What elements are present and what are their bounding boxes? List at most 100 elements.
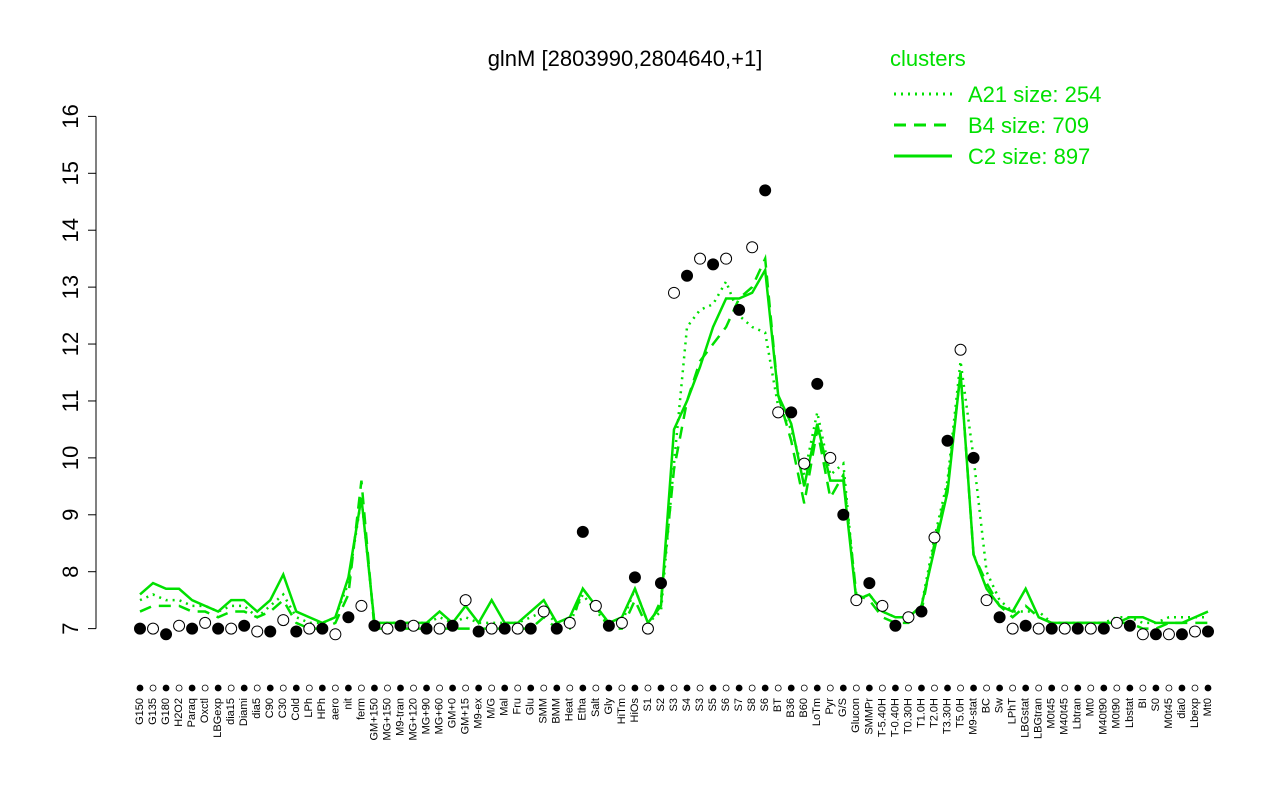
data-point	[863, 577, 876, 590]
rug-mark	[162, 684, 170, 692]
rug-mark	[579, 684, 587, 692]
x-tick-label: Mt0	[1085, 698, 1097, 716]
x-tick-label: Heat	[564, 698, 576, 721]
x-tick-label: S4	[681, 698, 693, 711]
rug-mark	[852, 684, 860, 692]
data-point	[668, 286, 680, 299]
rug-mark	[423, 684, 430, 692]
rug-mark	[826, 684, 834, 692]
data-point	[993, 611, 1006, 624]
y-tick-label: 15	[58, 161, 83, 185]
data-point	[511, 622, 524, 635]
y-tick-label: 13	[58, 275, 83, 299]
data-point	[420, 622, 433, 635]
x-tick-label: HPh	[316, 698, 328, 719]
data-point	[615, 616, 628, 629]
x-tick-label: Gly	[603, 698, 615, 715]
data-point	[889, 619, 902, 632]
x-tick-label: G150	[134, 698, 146, 725]
x-tick-label: BI	[1137, 698, 1149, 708]
rug-mark	[657, 684, 665, 692]
x-tick-label: G135	[147, 698, 159, 725]
x-tick-label: C90	[264, 698, 276, 718]
x-tick-label: aero	[329, 698, 341, 720]
rug-mark	[136, 684, 144, 692]
x-tick-label: Glucon	[850, 698, 862, 733]
rug-mark	[410, 684, 417, 692]
chart-title: glnM [2803990,2804640,+1]	[488, 46, 763, 71]
x-tick-label: dia0	[1176, 698, 1188, 719]
rug-mark	[1074, 684, 1082, 692]
y-tick-label: 9	[58, 509, 83, 521]
x-tick-label: M0t90	[1111, 698, 1123, 729]
rug-mark	[305, 684, 313, 692]
x-tick-label: M40t90	[1098, 698, 1110, 735]
data-point	[342, 611, 355, 624]
x-tick-label: Fru	[512, 698, 524, 715]
data-point	[772, 406, 785, 419]
x-tick-label: Mt0	[1202, 698, 1214, 716]
data-point	[628, 571, 641, 584]
data-point	[316, 622, 329, 635]
x-tick-label: Paraq	[186, 698, 198, 727]
data-point	[733, 303, 746, 316]
x-tick-label: HiOs	[629, 698, 641, 723]
rug-mark	[318, 684, 326, 692]
x-tick-label: Salt	[590, 698, 602, 717]
y-tick-label: 10	[58, 446, 83, 470]
legend-title: clusters	[890, 46, 966, 71]
x-tick-label: Oxctl	[199, 698, 211, 723]
rug-mark	[540, 684, 548, 692]
rug-mark	[1126, 684, 1134, 692]
rug-mark	[214, 684, 222, 692]
rug-mark	[996, 684, 1004, 692]
data-point	[576, 525, 589, 538]
data-point	[785, 406, 798, 419]
rug-mark	[253, 684, 261, 692]
data-point	[134, 622, 146, 635]
rug-mark	[748, 684, 756, 692]
x-tick-label: BC	[980, 698, 992, 713]
data-point	[1188, 625, 1201, 638]
rug-mark	[488, 684, 496, 692]
y-tick-label: 7	[58, 622, 83, 634]
data-point	[1097, 622, 1110, 635]
x-tick-label: Cold	[290, 698, 302, 721]
rug-mark	[371, 684, 378, 692]
rug-mark	[944, 684, 951, 692]
rug-mark	[201, 684, 209, 692]
rug-mark	[279, 684, 287, 692]
x-tick-label: SMMPr	[863, 698, 875, 735]
data-point	[394, 619, 407, 632]
cluster-line	[139, 266, 1209, 626]
rug-mark	[292, 684, 300, 692]
x-tick-label: LBGexp	[212, 698, 224, 738]
x-tick-label: LBGstat	[1020, 698, 1032, 738]
y-tick-label: 11	[58, 390, 83, 413]
rug-mark	[878, 684, 886, 692]
x-tick-label: M0t45	[1163, 698, 1175, 729]
data-point	[1019, 619, 1032, 632]
rug-mark	[1139, 684, 1147, 692]
data-point	[954, 343, 967, 356]
y-tick-label: 8	[58, 566, 83, 578]
data-point	[902, 611, 915, 624]
data-point	[1123, 619, 1136, 632]
x-tick-label: dia15	[225, 698, 237, 725]
x-tick-label: C30	[277, 698, 289, 718]
data-point	[524, 622, 537, 635]
data-point	[798, 457, 811, 470]
x-tick-label: T0.30H	[902, 698, 914, 734]
x-tick-label: T1.0H	[915, 698, 927, 728]
data-point	[811, 377, 824, 390]
data-point	[759, 184, 772, 197]
data-point	[160, 628, 173, 641]
x-tick-label: LBGtran	[1033, 698, 1045, 739]
x-tick-label: Lbstat	[1124, 698, 1136, 728]
data-point	[876, 599, 889, 612]
rug-mark	[970, 684, 977, 692]
x-tick-label: M9-tran	[394, 698, 406, 736]
data-point	[550, 622, 563, 635]
